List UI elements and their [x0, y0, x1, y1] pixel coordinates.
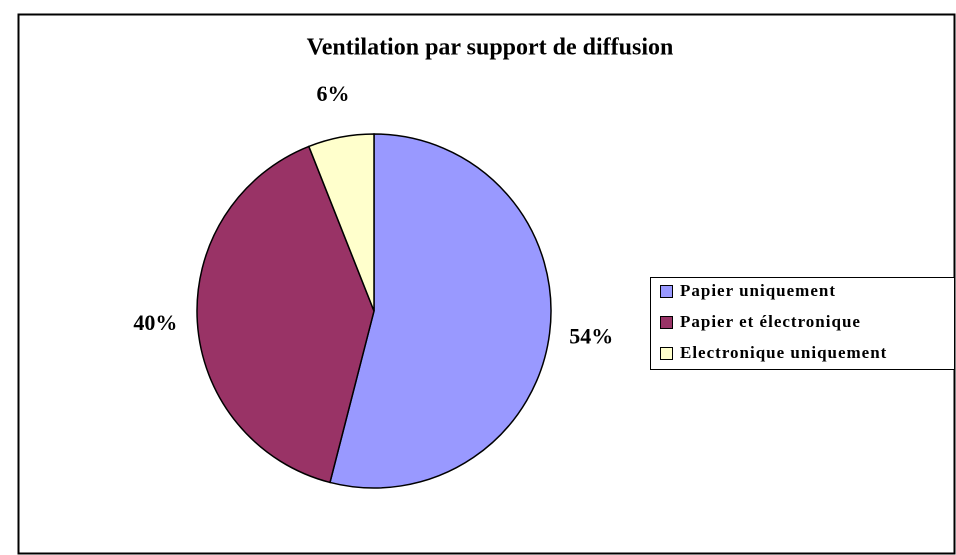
- legend-label: Electronique uniquement: [680, 343, 887, 362]
- legend-box: [650, 277, 955, 370]
- chart-title: Ventilation par support de diffusion: [307, 35, 674, 61]
- data-label: 40%: [133, 310, 177, 335]
- legend-swatch: [660, 347, 673, 360]
- legend-swatch: [660, 285, 673, 298]
- legend-swatch: [660, 316, 673, 329]
- data-label: 6%: [316, 81, 349, 106]
- pie-slice: [307, 133, 375, 312]
- legend-label: Papier et électronique: [680, 312, 861, 331]
- pie-slice: [329, 133, 552, 489]
- legend-label: Papier uniquement: [680, 281, 836, 300]
- data-label: 54%: [569, 323, 613, 348]
- pie-slice: [196, 145, 375, 484]
